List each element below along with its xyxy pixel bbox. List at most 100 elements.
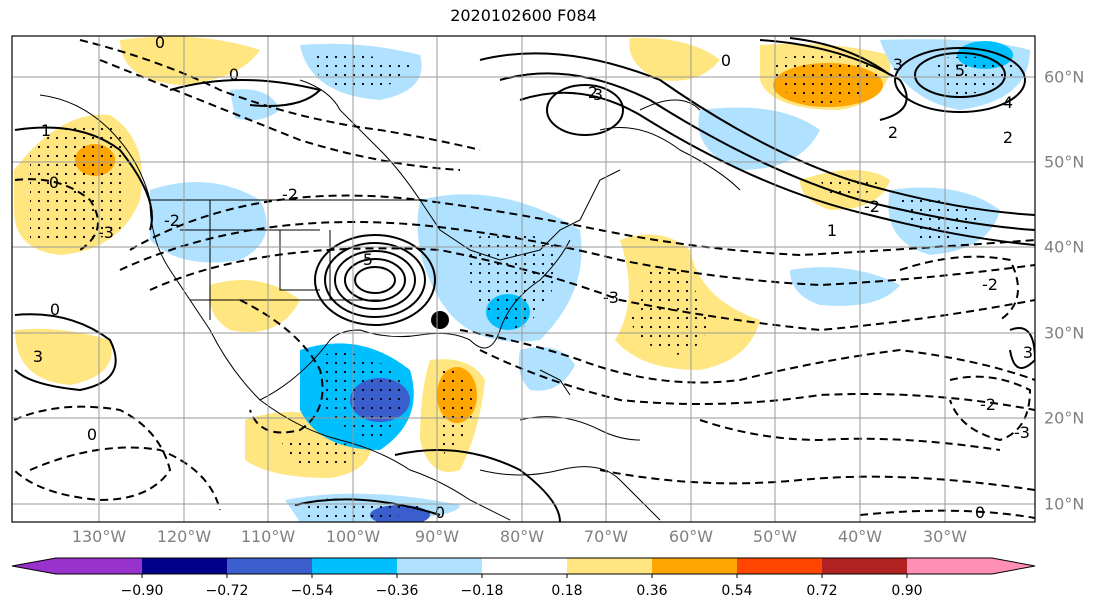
lon-label: 60°W — [668, 527, 714, 546]
colorbar-tick-label: −0.36 — [375, 583, 419, 599]
contour-label: 0 — [435, 503, 445, 522]
lon-label: 100°W — [325, 527, 381, 546]
colorbar-swatch — [737, 558, 822, 574]
lon-label: 120°W — [156, 527, 212, 546]
colorbar-swatch — [567, 558, 652, 574]
contour-label: 3 — [893, 55, 903, 74]
negative-anomaly-area — [790, 267, 900, 306]
contour-label: 3 — [33, 347, 43, 366]
contour-label: 2 — [588, 83, 598, 102]
solid-contour — [1009, 327, 1035, 369]
dashed-contour — [479, 349, 1035, 411]
solid-contour — [914, 52, 1006, 98]
dashed-contour — [899, 255, 1019, 321]
contour-label: 3 — [1023, 343, 1033, 362]
contour-label: 0 — [50, 300, 60, 319]
solid-contour — [546, 84, 624, 136]
colorbar — [11, 557, 1036, 578]
dashed-contour — [699, 419, 1001, 451]
map-frame — [11, 35, 1036, 523]
colorbar-swatch — [652, 558, 737, 574]
colorbar-swatch — [482, 558, 567, 574]
colorbar-swatch — [907, 558, 992, 574]
contour-label: -3 — [98, 223, 114, 242]
dashed-contour — [129, 194, 1035, 257]
map-title: 2020102600 F084 — [450, 6, 597, 25]
colorbar-swatch — [312, 558, 397, 574]
colorbar-tick-label: −0.90 — [120, 583, 164, 599]
contour-label: 0 — [975, 503, 985, 522]
positive-anomaly-area — [209, 280, 300, 332]
negative-anomaly-area — [150, 182, 267, 263]
contour-label: 4 — [1003, 93, 1013, 112]
dashed-contour — [239, 299, 324, 434]
lat-label: 60°N — [1044, 67, 1085, 87]
solid-contour — [394, 449, 561, 522]
lat-label: 40°N — [1044, 237, 1085, 257]
contour-label: 0 — [229, 65, 239, 84]
colorbar-swatch — [992, 558, 1035, 574]
solid-contour — [894, 47, 1026, 113]
lon-label: 40°W — [837, 527, 883, 546]
colorbar-tick-label: −0.18 — [460, 583, 504, 599]
dashed-contour — [859, 509, 1035, 519]
contour-label: -2 — [982, 275, 998, 294]
solid-contour — [789, 37, 891, 76]
contour-label: -3 — [603, 288, 619, 307]
colorbar-tick-label: 0.36 — [636, 583, 668, 599]
colorbar-tick-label: −0.72 — [205, 583, 249, 599]
colorbar-swatch — [142, 558, 227, 574]
solid-contour — [759, 39, 908, 121]
dashed-contour-layer — [13, 39, 1035, 519]
colorbar-swatch — [56, 558, 142, 574]
lon-label: 80°W — [499, 527, 545, 546]
contour-label: -2 — [164, 211, 180, 230]
contour-label: -2 — [980, 395, 996, 414]
solid-contour — [324, 242, 426, 318]
contour-label: 1 — [41, 121, 51, 140]
colorbar-tick-label: 0.18 — [551, 583, 583, 599]
lat-label: 50°N — [1044, 152, 1085, 172]
dashed-contour — [149, 247, 1035, 332]
lon-label: 110°W — [240, 527, 296, 546]
contour-label: 5 — [955, 61, 965, 80]
contour-label: 3 — [593, 85, 603, 104]
coastline-layer — [39, 79, 741, 521]
contour-label: 2 — [1003, 128, 1013, 147]
lon-label: 130°W — [71, 527, 127, 546]
positive-anomaly-area — [15, 328, 112, 385]
dashed-contour — [14, 178, 99, 251]
solid-contour — [354, 266, 396, 294]
contour-label: 2 — [888, 123, 898, 142]
lon-label: 70°W — [583, 527, 629, 546]
graticule — [12, 36, 1035, 522]
lat-label: 30°N — [1044, 323, 1085, 343]
contour-label: -3 — [1014, 423, 1030, 442]
colorbar-swatch — [12, 558, 56, 574]
colorbar-swatch — [397, 558, 482, 574]
solid-contour — [519, 91, 1035, 246]
colorbar-outline — [11, 557, 1036, 575]
dashed-contour — [119, 221, 1035, 287]
positive-anomaly-area — [629, 37, 720, 81]
negative-anomaly-area — [518, 347, 575, 391]
colorbar-swatch — [822, 558, 907, 574]
dashed-contour — [99, 59, 461, 171]
contour-label: 0 — [721, 51, 731, 70]
solid-contour — [14, 126, 153, 231]
contour-label: -2 — [282, 185, 298, 204]
contour-label: 0 — [87, 425, 97, 444]
storm-center-marker — [431, 311, 449, 329]
solid-contour — [334, 250, 416, 310]
colorbar-tick-label: 0.90 — [891, 583, 923, 599]
contour-label: 1 — [827, 221, 837, 240]
lon-label: 90°W — [414, 527, 460, 546]
lon-label: 30°W — [922, 527, 968, 546]
solid-contour — [294, 498, 441, 516]
solid-contour — [314, 234, 436, 326]
dashed-contour — [599, 469, 1035, 491]
colorbar-tick-label: 0.72 — [806, 583, 838, 599]
solid-contour — [344, 258, 406, 302]
lat-label: 20°N — [1044, 408, 1085, 428]
